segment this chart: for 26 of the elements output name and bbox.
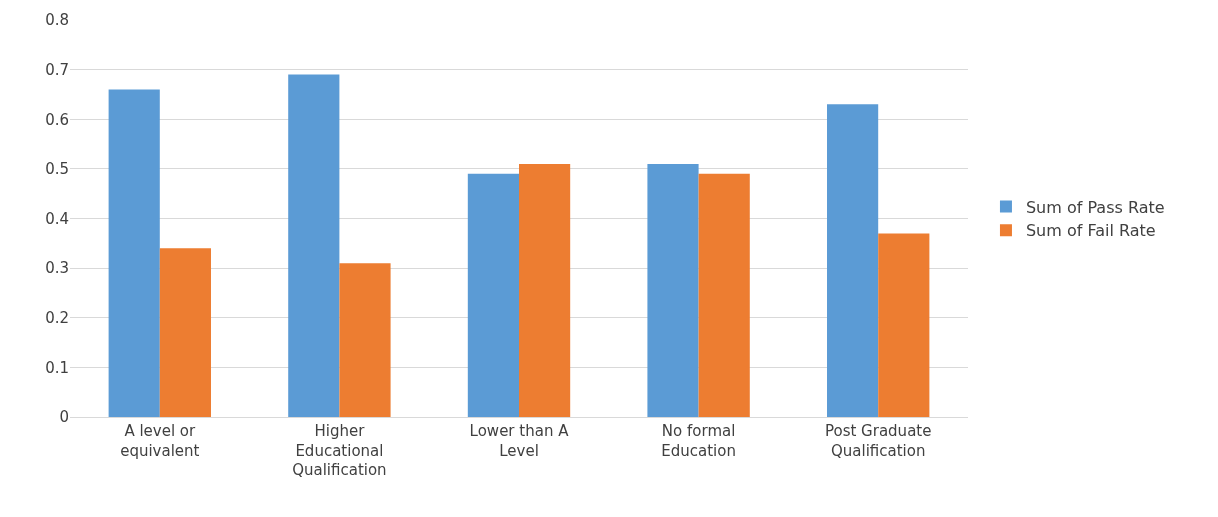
y-tick-label: 0.3 <box>45 259 69 278</box>
bar <box>159 248 211 417</box>
y-tick-label: 0 <box>59 408 69 427</box>
y-tick-label: 0.7 <box>45 60 69 79</box>
y-tick-label: 0.2 <box>45 309 69 327</box>
x-tick-label: A level or equivalent <box>120 422 200 460</box>
x-tick-label: Higher Educational Qualification <box>292 422 387 479</box>
x-tick-label: Post Graduate Qualification <box>824 422 932 460</box>
bar <box>827 104 879 417</box>
bar <box>108 89 160 417</box>
y-tick-label: 0.4 <box>45 209 69 228</box>
legend-label: Sum of Pass Rate <box>1025 197 1165 217</box>
x-tick-label: Lower than A Level <box>469 422 570 460</box>
bar <box>288 74 340 417</box>
x-tick-label: No formal Education <box>661 422 736 460</box>
bar <box>519 163 571 417</box>
bar <box>698 173 750 417</box>
y-tick-label: 0.1 <box>45 358 69 377</box>
y-tick-label: 0.8 <box>45 11 69 30</box>
legend-label: Sum of Fail Rate <box>1025 221 1156 241</box>
bar <box>647 163 699 417</box>
y-tick-label: 0.5 <box>45 160 69 179</box>
bar <box>878 233 930 417</box>
y-tick-label: 0.6 <box>45 110 69 129</box>
bar <box>467 173 519 417</box>
bar <box>339 263 391 417</box>
